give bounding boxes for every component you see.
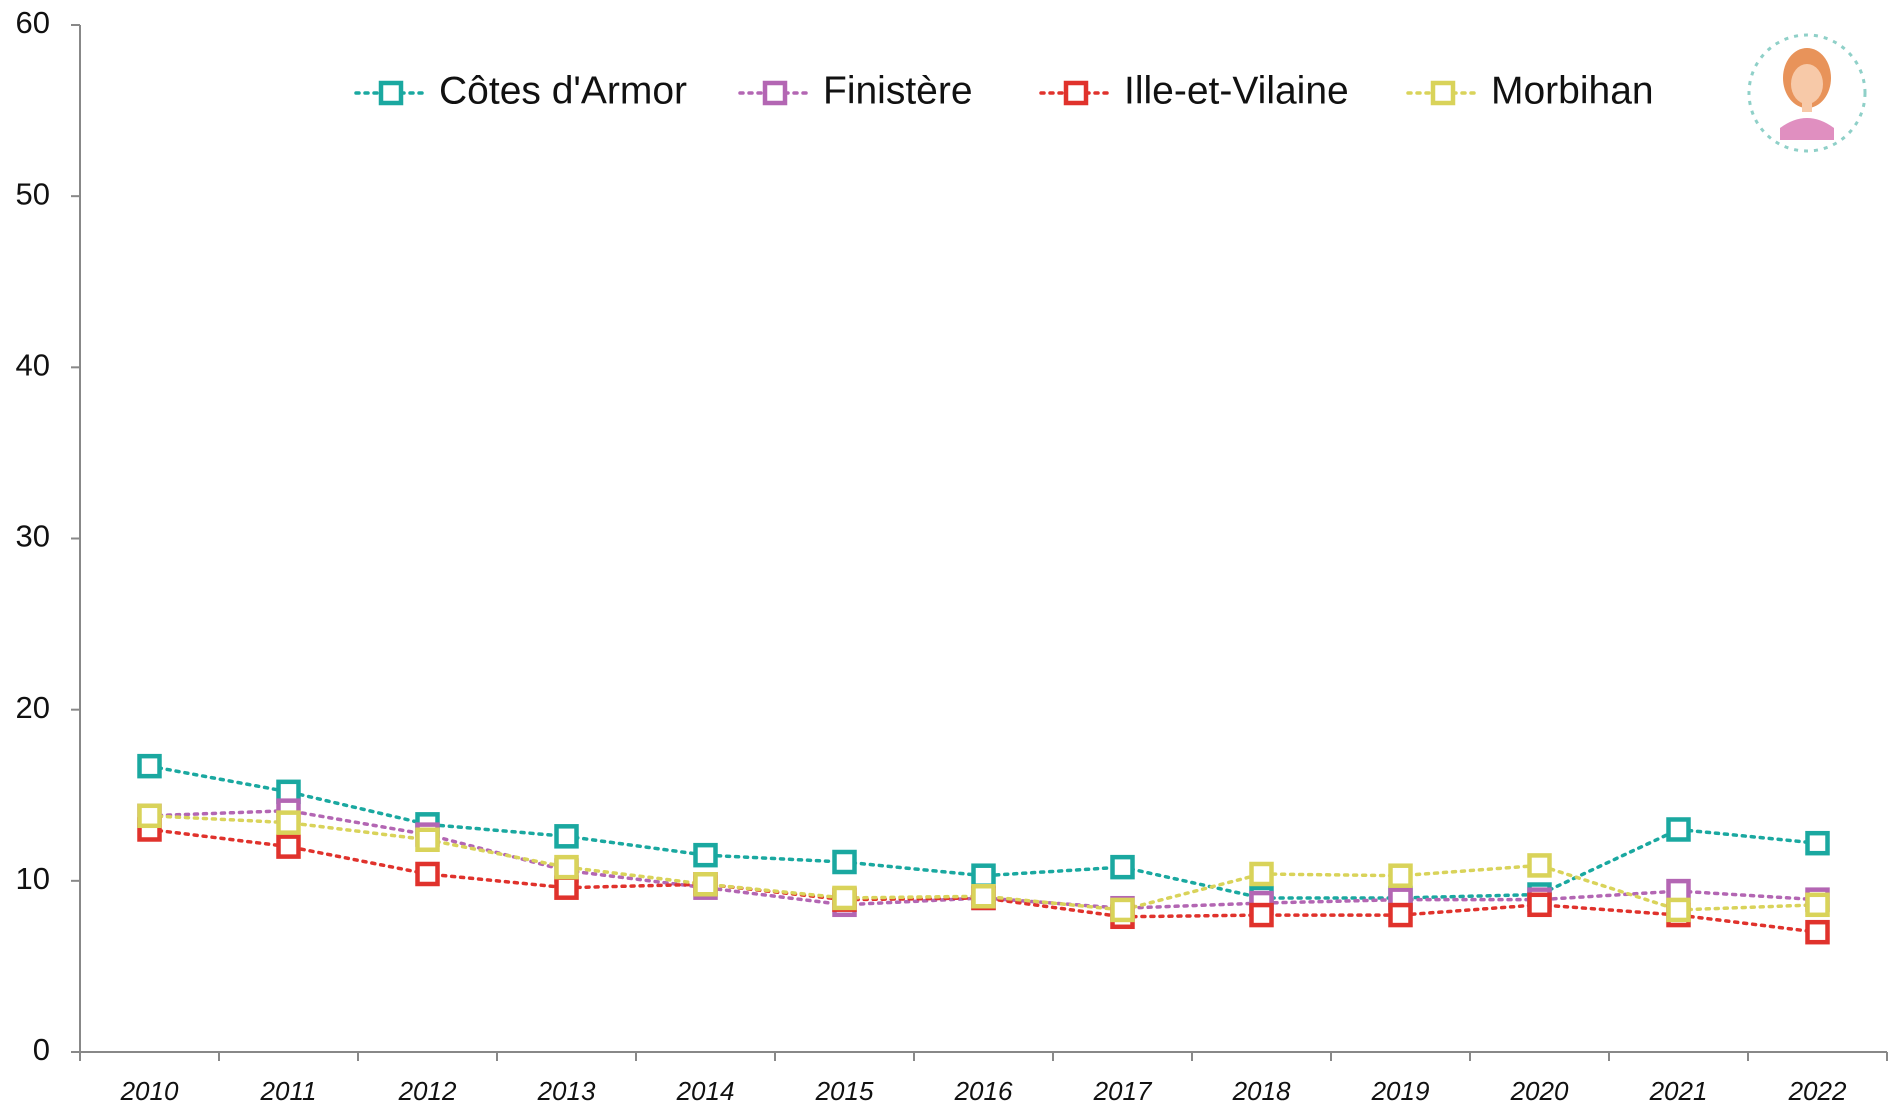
x-tick-label: 2013	[537, 1076, 596, 1106]
data-point	[1808, 895, 1828, 915]
data-point	[140, 806, 160, 826]
data-point	[1252, 905, 1272, 925]
legend-label: Morbihan	[1491, 69, 1654, 112]
x-tick-label: 2010	[120, 1076, 179, 1106]
y-tick-label: 40	[16, 348, 50, 383]
legend-marker	[1066, 83, 1086, 103]
data-point	[1391, 905, 1411, 925]
data-point	[1669, 900, 1689, 920]
avatar-icon	[1749, 35, 1865, 151]
legend-marker	[765, 83, 785, 103]
data-point	[974, 866, 994, 886]
data-point	[1530, 855, 1550, 875]
data-point	[279, 837, 299, 857]
y-tick-label: 0	[33, 1032, 50, 1067]
data-point	[557, 857, 577, 877]
data-point	[974, 886, 994, 906]
data-point	[279, 813, 299, 833]
y-tick-label: 20	[16, 690, 50, 725]
data-point	[1113, 857, 1133, 877]
x-tick-label: 2021	[1649, 1076, 1708, 1106]
x-tick-label: 2015	[815, 1076, 874, 1106]
x-tick-label: 2019	[1371, 1076, 1430, 1106]
x-tick-label: 2018	[1232, 1076, 1291, 1106]
data-point	[696, 874, 716, 894]
x-tick-label: 2014	[676, 1076, 735, 1106]
data-point	[1808, 922, 1828, 942]
chart: 0 10 20 30 40 50 60 2010 2011 2012 2013 2014 2015 201…	[0, 0, 1893, 1106]
data-point	[1530, 895, 1550, 915]
data-point	[418, 830, 438, 850]
data-point	[1669, 819, 1689, 839]
legend-label: Ille-et-Vilaine	[1124, 69, 1349, 112]
data-point	[696, 845, 716, 865]
data-point	[1391, 866, 1411, 886]
data-point	[557, 826, 577, 846]
x-tick-label: 2011	[260, 1076, 317, 1106]
legend-label: Côtes d'Armor	[439, 69, 687, 112]
x-tick-label: 2016	[954, 1076, 1013, 1106]
legend-label: Finistère	[823, 69, 973, 112]
y-tick-label: 30	[16, 519, 50, 554]
data-point	[1252, 864, 1272, 884]
x-tick-label: 2020	[1510, 1076, 1569, 1106]
y-tick-label: 10	[16, 861, 50, 896]
legend-marker	[1433, 83, 1453, 103]
data-point	[1808, 833, 1828, 853]
data-point	[140, 756, 160, 776]
x-tick-label: 2012	[398, 1076, 457, 1106]
data-point	[835, 852, 855, 872]
data-point	[557, 878, 577, 898]
data-point	[418, 864, 438, 884]
y-tick-label: 50	[16, 176, 50, 211]
x-tick-label: 2017	[1093, 1076, 1153, 1106]
legend-marker	[381, 83, 401, 103]
data-point	[835, 888, 855, 908]
x-tick-label: 2022	[1788, 1076, 1847, 1106]
data-point	[1113, 900, 1133, 920]
y-tick-label: 60	[16, 5, 50, 40]
